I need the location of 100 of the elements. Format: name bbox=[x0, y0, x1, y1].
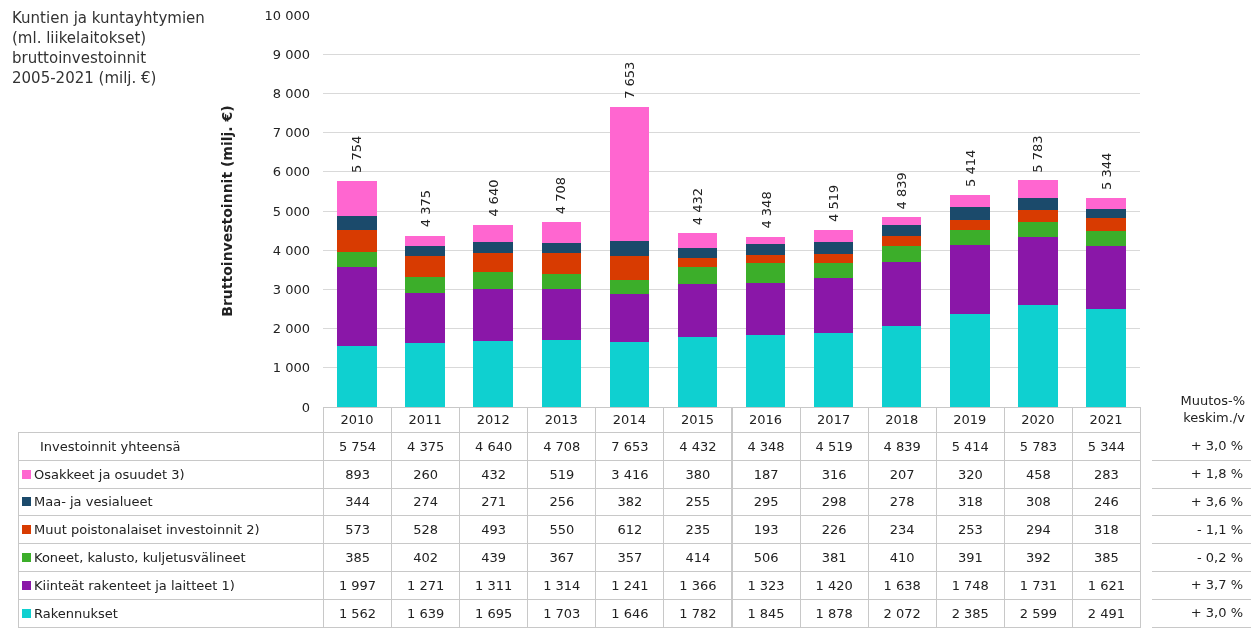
bar bbox=[881, 261, 922, 326]
text: 5 783 bbox=[1019, 438, 1057, 454]
bar bbox=[405, 277, 445, 293]
bar bbox=[609, 255, 650, 280]
data-label: 278 bbox=[867, 487, 937, 517]
data-label: 381 bbox=[799, 543, 869, 572]
x-tick-label: 2016 bbox=[748, 411, 783, 427]
bar bbox=[1018, 180, 1058, 199]
bar bbox=[1086, 245, 1126, 310]
data-label: 1 314 bbox=[527, 571, 597, 600]
bar bbox=[813, 277, 854, 334]
data-label: 432 bbox=[459, 459, 529, 489]
bar bbox=[405, 256, 445, 278]
data-label: 385 bbox=[323, 543, 393, 572]
y-tick-label: 5 000 bbox=[272, 203, 310, 219]
text: Investoinnit yhteensä bbox=[18, 432, 324, 461]
y-axis-title: Bruttoinvestoinnit (milj. €) bbox=[219, 105, 236, 317]
text: + 3,0 % bbox=[1152, 432, 1251, 461]
data-label: 2 385 bbox=[935, 598, 1005, 628]
data-label: 458 bbox=[1003, 459, 1073, 489]
bar bbox=[745, 334, 786, 407]
x-tick-label: 2017 bbox=[817, 411, 851, 427]
bar bbox=[950, 219, 990, 230]
text: 4 640 bbox=[475, 438, 513, 454]
x-tick-label: 2013 bbox=[544, 411, 578, 427]
bar bbox=[337, 267, 377, 346]
bar bbox=[337, 216, 377, 230]
bar bbox=[473, 225, 513, 243]
y-tick-label: 10 000 bbox=[264, 7, 310, 23]
data-label: 1 323 bbox=[731, 571, 801, 600]
data-label: 274 bbox=[391, 487, 461, 517]
bar bbox=[950, 207, 990, 220]
total-label: 5 414 bbox=[962, 149, 978, 188]
bar bbox=[1086, 309, 1126, 407]
data-label: 385 bbox=[1071, 543, 1141, 572]
text: - 0,2 % bbox=[1152, 543, 1251, 572]
bar bbox=[950, 244, 990, 314]
text: - 1,1 % bbox=[1152, 515, 1251, 545]
data-label: 1 646 bbox=[595, 598, 665, 628]
chart-title: Kuntien ja kuntayhtymien (ml. liikelaitokset) bruttoinvestoinnit 2005-2021 (milj. €) bbox=[12, 9, 205, 87]
bar bbox=[405, 245, 445, 257]
bar bbox=[609, 279, 650, 294]
data-label: 320 bbox=[935, 459, 1005, 489]
bar bbox=[405, 292, 445, 343]
bar bbox=[473, 340, 513, 407]
data-label: 1 420 bbox=[799, 571, 869, 600]
legend-label: Muut poistonalaiset investoinnit 2) bbox=[18, 515, 324, 545]
total-label: 4 708 bbox=[553, 176, 569, 215]
data-label: 226 bbox=[799, 515, 869, 545]
total-label: 4 432 bbox=[689, 188, 705, 226]
bar bbox=[813, 262, 854, 278]
bar bbox=[541, 252, 582, 275]
bar bbox=[745, 243, 786, 256]
bar bbox=[337, 181, 377, 217]
text: 4 375 bbox=[407, 438, 445, 454]
bar bbox=[337, 252, 377, 268]
text: 5 754 bbox=[338, 438, 377, 454]
bar bbox=[1018, 198, 1058, 211]
bar bbox=[1086, 218, 1126, 231]
bar bbox=[541, 274, 582, 289]
data-label: 2 599 bbox=[1003, 598, 1073, 628]
bar bbox=[609, 342, 650, 407]
x-tick-label: 2019 bbox=[953, 411, 987, 427]
data-label: 255 bbox=[663, 487, 733, 517]
legend-label: Rakennukset bbox=[18, 598, 324, 628]
data-label: 367 bbox=[527, 543, 597, 572]
data-label: 2 491 bbox=[1071, 598, 1141, 628]
data-label: 1 311 bbox=[459, 571, 529, 600]
data-label: 318 bbox=[1071, 515, 1141, 545]
data-label: 392 bbox=[1003, 543, 1073, 572]
data-label: 318 bbox=[935, 487, 1005, 517]
data-label: 298 bbox=[799, 487, 869, 517]
data-label: 357 bbox=[595, 543, 665, 572]
data-label: 1 366 bbox=[663, 571, 733, 600]
data-label: 414 bbox=[663, 543, 733, 572]
bar bbox=[473, 252, 513, 272]
y-tick-label: 0 bbox=[301, 399, 310, 415]
text: + 1,8 % bbox=[1152, 459, 1251, 489]
bar bbox=[950, 194, 990, 208]
x-tick-label: 2021 bbox=[1089, 411, 1123, 427]
text: 5 414 bbox=[951, 438, 989, 454]
x-tick-label: 2010 bbox=[340, 411, 374, 427]
text: 5 344 bbox=[1087, 438, 1126, 454]
bar bbox=[609, 240, 650, 256]
text: 4 708 bbox=[543, 438, 581, 454]
data-label: 382 bbox=[595, 487, 665, 517]
legend-label: Maa- ja vesialueet bbox=[18, 487, 324, 517]
data-label: 1 639 bbox=[391, 598, 461, 628]
data-label: 1 845 bbox=[731, 598, 801, 628]
bar bbox=[473, 289, 513, 341]
x-tick-label: 2011 bbox=[408, 411, 442, 427]
text: + 3,0 % bbox=[1152, 598, 1251, 628]
y-tick-label: 3 000 bbox=[272, 281, 310, 297]
bar bbox=[881, 217, 922, 226]
x-tick-label: 2020 bbox=[1021, 411, 1055, 427]
legend-label: Osakkeet ja osuudet 3) bbox=[18, 459, 324, 489]
total-label: 5 754 bbox=[349, 135, 365, 173]
data-label: 283 bbox=[1071, 459, 1141, 489]
bar bbox=[745, 282, 786, 335]
data-label: 256 bbox=[527, 487, 597, 517]
